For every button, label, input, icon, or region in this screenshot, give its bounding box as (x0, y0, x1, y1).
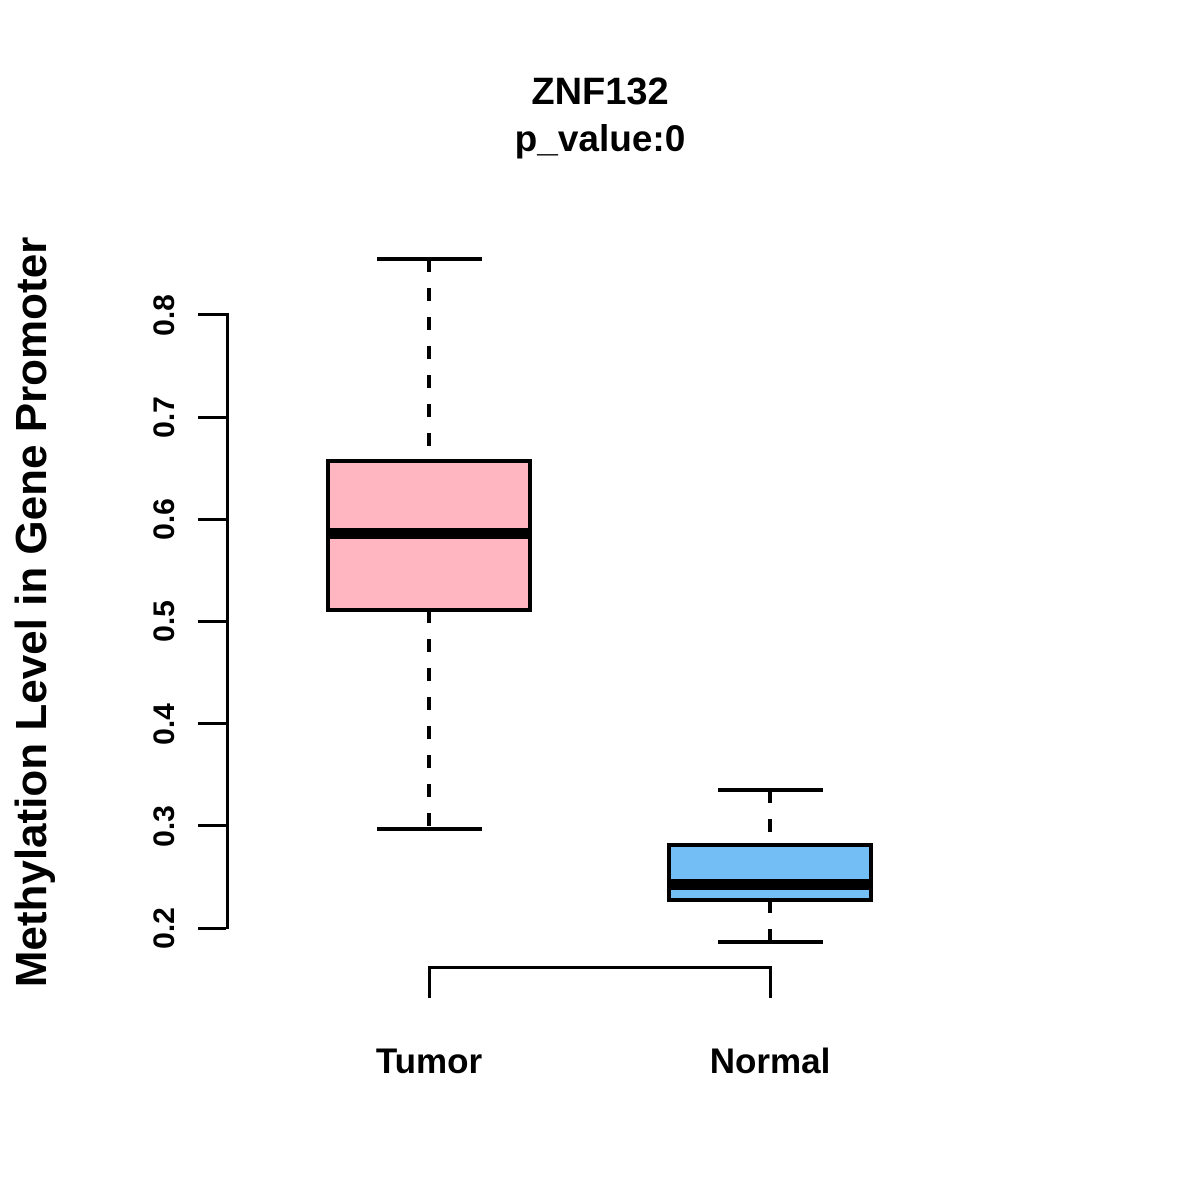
y-tick-label: 0.6 (148, 498, 181, 541)
y-tick-label: 0.2 (148, 907, 181, 949)
chart-title: ZNF132 (531, 71, 669, 113)
y-tick-label: 0.8 (148, 294, 181, 336)
y-tick-label: 0.3 (148, 804, 181, 847)
y-axis-line (226, 313, 229, 930)
whisker-cap-lower-tumor (377, 826, 482, 831)
whisker-upper-normal (768, 790, 772, 846)
y-tick-label: 0.5 (148, 600, 181, 643)
median-line-tumor (326, 528, 532, 540)
median-line-normal (667, 878, 873, 890)
x-tick-tumor (427, 969, 431, 998)
y-tick (198, 517, 226, 521)
whisker-upper-tumor (427, 258, 431, 462)
whisker-cap-upper-tumor (377, 256, 482, 261)
x-tick-normal (768, 969, 772, 998)
whisker-cap-upper-normal (718, 788, 823, 793)
y-tick (198, 619, 226, 623)
y-tick-label: 0.4 (148, 702, 181, 745)
y-tick (198, 926, 226, 930)
whisker-lower-tumor (427, 610, 431, 829)
x-axis-line (427, 966, 772, 969)
x-tick-label-normal: Normal (709, 1042, 831, 1081)
whisker-lower-normal (768, 900, 772, 943)
y-tick (198, 824, 226, 828)
y-tick-label: 0.7 (148, 396, 181, 438)
y-tick (198, 415, 226, 419)
whisker-cap-lower-normal (718, 940, 823, 945)
y-axis-label: Methylation Level in Gene Promoter (7, 236, 56, 988)
y-tick (198, 313, 226, 317)
x-tick-label-tumor: Tumor (375, 1042, 483, 1081)
y-tick (198, 722, 226, 726)
chart-subtitle: p_value:0 (514, 118, 686, 159)
box-normal (667, 843, 873, 903)
